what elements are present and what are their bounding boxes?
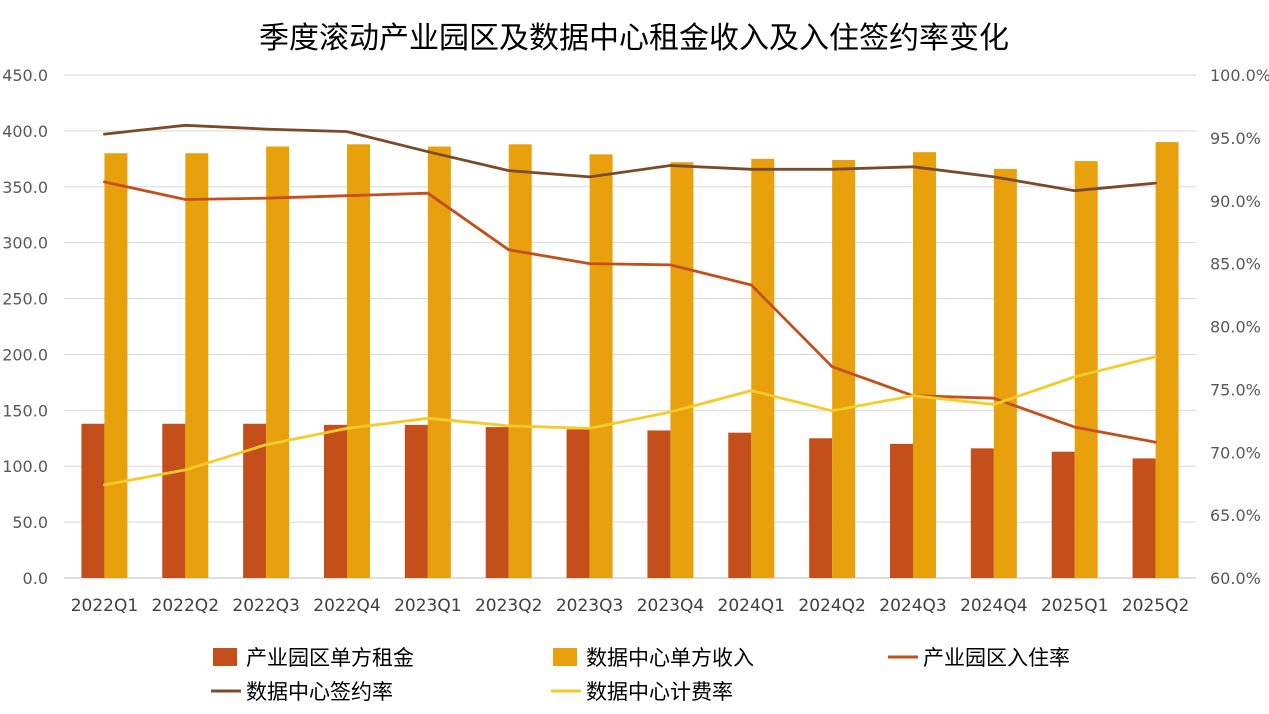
bar xyxy=(1132,458,1156,578)
bar xyxy=(566,429,590,578)
legend-item: 数据中心计费率 xyxy=(551,680,733,704)
left-axis-tick-label: 100.0 xyxy=(2,457,48,476)
bar xyxy=(913,152,936,579)
legend-label: 数据中心计费率 xyxy=(586,680,733,704)
bar xyxy=(404,424,428,578)
right-axis-tick-label: 75.0% xyxy=(1210,380,1261,399)
chart-title: 季度滚动产业园区及数据中心租金收入及入住签约率变化 xyxy=(259,21,1009,56)
legend-item: 数据中心签约率 xyxy=(211,680,393,704)
legend-item: 数据中心单方收入 xyxy=(553,646,754,670)
right-axis-tick-label: 100.0% xyxy=(1210,66,1269,85)
legend-label: 产业园区入住率 xyxy=(923,646,1070,670)
category-label: 2024Q4 xyxy=(960,596,1027,616)
legend-item: 产业园区入住率 xyxy=(888,646,1070,670)
bar xyxy=(104,153,128,578)
bar xyxy=(1074,161,1098,578)
category-label: 2024Q1 xyxy=(718,596,785,616)
left-axis-tick-label: 350.0 xyxy=(2,178,48,197)
category-label: 2023Q3 xyxy=(556,596,623,616)
category-label: 2023Q2 xyxy=(475,596,542,616)
legend-label: 数据中心单方收入 xyxy=(586,646,754,670)
left-axis-tick-label: 450.0 xyxy=(2,66,48,85)
category-label: 2022Q4 xyxy=(313,596,380,616)
bar xyxy=(890,443,913,578)
category-label: 2025Q1 xyxy=(1041,596,1108,616)
right-axis-tick-label: 80.0% xyxy=(1210,318,1261,337)
legend-item: 产业园区单方租金 xyxy=(213,646,414,670)
bar xyxy=(162,423,186,578)
bar-series xyxy=(104,142,1179,579)
bar xyxy=(508,144,532,578)
category-label: 2022Q3 xyxy=(232,596,299,616)
category-label: 2024Q3 xyxy=(879,596,946,616)
left-axis-tick-label: 150.0 xyxy=(2,401,48,420)
bar xyxy=(751,158,775,579)
bar xyxy=(647,430,671,578)
left-axis-tick-label: 250.0 xyxy=(2,290,48,309)
bar xyxy=(832,159,856,578)
right-axis-tick-label: 85.0% xyxy=(1210,255,1261,274)
bar xyxy=(427,146,451,578)
category-label: 2025Q2 xyxy=(1122,596,1189,616)
bar-series xyxy=(81,423,1156,578)
right-axis-tick-label: 70.0% xyxy=(1210,443,1261,462)
category-label: 2023Q4 xyxy=(637,596,704,616)
legend-label: 数据中心签约率 xyxy=(246,680,393,704)
category-axis: 2022Q1 2022Q2 2022Q3 2022Q4 2023Q1 2023Q2 2023… xyxy=(71,596,1190,616)
right-axis-tick-label: 90.0% xyxy=(1210,192,1261,211)
right-axis-tick-label: 60.0% xyxy=(1210,569,1261,588)
lines-layer xyxy=(103,123,1157,487)
category-label: 2022Q2 xyxy=(152,596,219,616)
bar xyxy=(185,153,209,578)
bar xyxy=(266,146,290,578)
bar xyxy=(324,424,347,578)
category-label: 2022Q1 xyxy=(71,596,138,616)
bar xyxy=(993,168,1017,579)
bar xyxy=(485,427,509,578)
left-axis-tick-label: 200.0 xyxy=(2,345,48,364)
line-series xyxy=(103,123,1157,193)
legend-swatch xyxy=(553,648,577,666)
grid-layer xyxy=(64,74,1196,579)
right-axis-tick-label: 95.0% xyxy=(1210,129,1261,148)
right-axis-tick-label: 65.0% xyxy=(1210,506,1261,525)
right-axis: 60.0% 65.0% 70.0% 75.0% 80.0% 85.0% 90.0% 95.0%… xyxy=(1210,66,1269,588)
legend-swatch xyxy=(213,648,237,666)
bar xyxy=(670,162,694,579)
line-series xyxy=(103,180,1157,444)
left-axis-tick-label: 400.0 xyxy=(2,122,48,141)
bar xyxy=(589,154,613,578)
bar xyxy=(728,432,752,578)
bar xyxy=(243,423,267,578)
bar xyxy=(970,448,994,578)
bars-layer xyxy=(81,142,1179,579)
bar xyxy=(81,423,105,578)
bar xyxy=(1155,142,1179,579)
left-axis-tick-label: 300.0 xyxy=(2,234,48,253)
bar xyxy=(347,144,370,578)
left-axis-tick-label: 50.0 xyxy=(12,513,48,532)
bar xyxy=(809,438,833,578)
line-series xyxy=(103,355,1157,487)
category-label: 2023Q1 xyxy=(394,596,461,616)
left-axis-tick-label: 0.0 xyxy=(23,569,48,588)
legend-label: 产业园区单方租金 xyxy=(246,646,414,670)
bar xyxy=(1051,451,1075,578)
left-axis: 0.0 50.0 100.0 150.0 200.0 250.0 300.0 350.0 400… xyxy=(2,66,48,588)
category-label: 2024Q2 xyxy=(798,596,865,616)
